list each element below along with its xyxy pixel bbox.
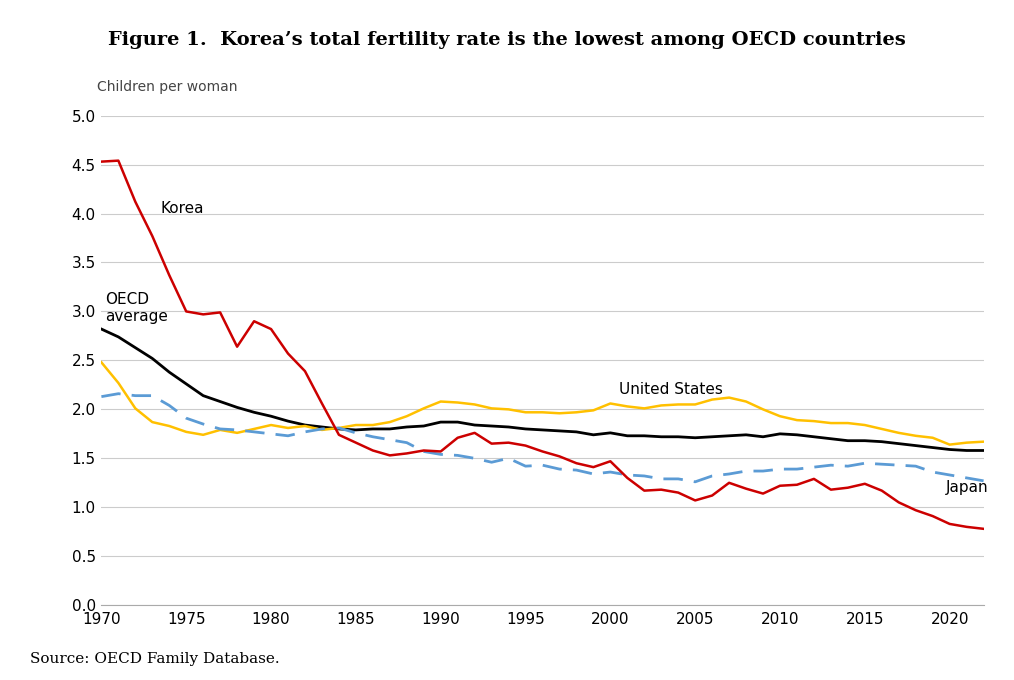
- Text: Children per woman: Children per woman: [97, 80, 237, 94]
- Text: Korea: Korea: [161, 201, 204, 216]
- Text: Japan: Japan: [946, 480, 989, 495]
- Text: OECD
average: OECD average: [104, 292, 167, 324]
- Text: Figure 1.  Korea’s total fertility rate is the lowest among OECD countries: Figure 1. Korea’s total fertility rate i…: [108, 31, 906, 48]
- Text: Source: OECD Family Database.: Source: OECD Family Database.: [30, 652, 280, 666]
- Text: United States: United States: [619, 382, 723, 397]
